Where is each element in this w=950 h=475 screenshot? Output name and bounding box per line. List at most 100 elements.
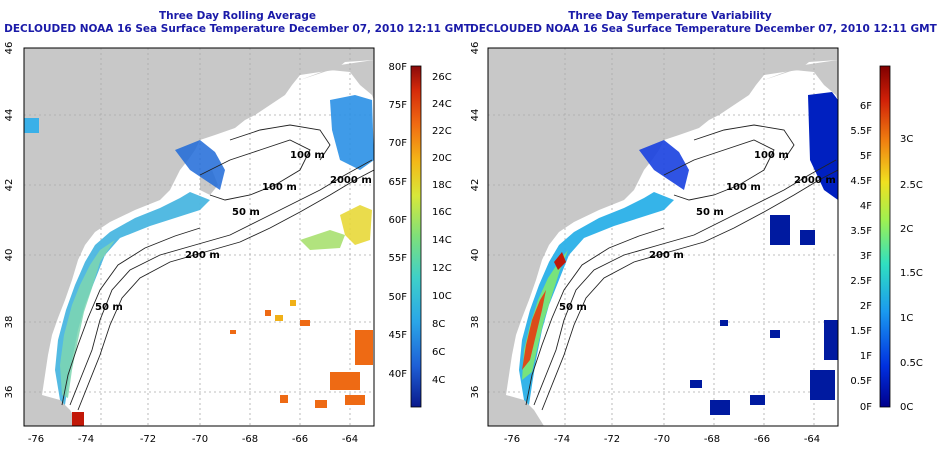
right-map-panel: Three Day Temperature Variability DECLOU… <box>470 0 950 475</box>
right-lat-axis: 46 44 42 40 38 36 <box>470 42 481 399</box>
cb-f-label: 4.5F <box>850 176 872 187</box>
cb-f-label: 3F <box>860 251 872 262</box>
contour-label-100m-b: 100 m <box>726 182 761 193</box>
contour-label-50m-b: 50 m <box>95 302 123 313</box>
cb-c-label: 14C <box>432 235 452 246</box>
cb-f-label: 0F <box>860 402 872 413</box>
contour-label-2000m: 2000 m <box>330 175 372 186</box>
cb-c-label: 18C <box>432 180 452 191</box>
lat-tick: 44 <box>470 109 481 122</box>
left-lat-axis: 46 44 42 40 38 36 <box>4 42 15 399</box>
left-map-svg: 100 m 2000 m 100 m 50 m 200 m 50 m -76 -… <box>4 42 452 445</box>
lat-tick: 36 <box>470 386 481 399</box>
sst-hot-spot <box>72 412 84 426</box>
variability-colorbar <box>879 65 891 408</box>
lat-tick: 40 <box>4 249 15 262</box>
cb-c-label: 8C <box>432 319 445 330</box>
right-contour-labels: 100 m 2000 m 100 m 50 m 200 m 50 m <box>559 150 836 313</box>
cb-f-label: 2.5F <box>850 276 872 287</box>
cb-f-label: 40F <box>389 369 408 380</box>
bathymetry-contours <box>61 124 374 411</box>
temp-colorbar <box>410 65 422 408</box>
cb-f-label: 45F <box>389 330 408 341</box>
contour-label-100m-b: 100 m <box>262 182 297 193</box>
sst-nw-patch <box>24 118 39 133</box>
right-lon-axis: -76 -74 -72 -70 -68 -66 -64 <box>504 434 820 445</box>
map-border <box>487 47 839 427</box>
cb-c-label: 16C <box>432 207 452 218</box>
lon-tick: -72 <box>140 434 156 445</box>
lon-tick: -70 <box>654 434 670 445</box>
graticule <box>488 48 838 426</box>
cb-c-label: 22C <box>432 126 452 137</box>
lon-tick: -68 <box>704 434 720 445</box>
contour-label-200m: 200 m <box>185 250 220 261</box>
variability-colorbar-f-labels: 6F 5.5F 5F 4.5F 4F 3.5F 3F 2.5F 2F 1.5F … <box>850 101 872 413</box>
lon-tick: -68 <box>242 434 258 445</box>
cb-f-label: 80F <box>389 62 408 73</box>
lon-tick: -72 <box>604 434 620 445</box>
lon-tick: -76 <box>28 434 44 445</box>
cb-c-label: 4C <box>432 375 445 386</box>
contour-label-50m-a: 50 m <box>232 207 260 218</box>
cb-c-label: 0.5C <box>900 358 923 369</box>
lon-tick: -64 <box>804 434 820 445</box>
lat-tick: 42 <box>470 179 481 192</box>
left-map-panel: Three Day Rolling Average DECLOUDED NOAA… <box>4 10 471 445</box>
nova-scotia-land <box>764 60 838 100</box>
nova-scotia-land <box>300 60 374 100</box>
cb-c-label: 2.5C <box>900 180 923 191</box>
lat-tick: 42 <box>4 179 15 192</box>
cb-c-label: 2C <box>900 224 913 235</box>
lat-tick: 36 <box>4 386 15 399</box>
cb-c-label: 0C <box>900 402 913 413</box>
temp-colorbar-f-labels: 80F 75F 70F 65F 60F 55F 50F 45F 40F <box>389 62 408 380</box>
cb-f-label: 50F <box>389 292 408 303</box>
lon-tick: -66 <box>754 434 770 445</box>
sst-offshore-yellow <box>340 205 372 245</box>
land-mass <box>24 48 374 426</box>
cb-f-label: 1F <box>860 351 872 362</box>
cb-f-label: 0.5F <box>850 376 872 387</box>
lat-tick: 46 <box>470 42 481 55</box>
cb-c-label: 26C <box>432 72 452 83</box>
lat-tick: 38 <box>470 316 481 329</box>
temp-colorbar-c-labels: 26C 24C 22C 20C 18C 16C 14C 12C 10C 8C 6… <box>432 72 452 386</box>
lat-tick: 44 <box>4 109 15 122</box>
contour-label-100m-a: 100 m <box>290 150 325 161</box>
right-map-svg: 100 m 2000 m 100 m 50 m 200 m 50 m -76 -… <box>470 42 923 445</box>
variability-mid-band <box>522 250 568 380</box>
lon-tick: -74 <box>554 434 570 445</box>
cb-c-label: 20C <box>432 153 452 164</box>
lon-tick: -70 <box>192 434 208 445</box>
variability-colorbar-c-labels: 3C 2.5C 2C 1.5C 1C 0.5C 0C <box>900 134 923 413</box>
left-lon-axis: -76 -74 -72 -70 -68 -66 -64 <box>28 434 358 445</box>
contour-label-200m: 200 m <box>649 250 684 261</box>
cb-f-label: 75F <box>389 100 408 111</box>
sst-georges <box>330 95 374 170</box>
lat-tick: 38 <box>4 316 15 329</box>
lon-tick: -64 <box>342 434 358 445</box>
graticule <box>24 48 374 426</box>
cb-f-label: 1.5F <box>850 326 872 337</box>
right-map-subtitle: DECLOUDED NOAA 16 Sea Surface Temperatur… <box>470 23 937 35</box>
cb-c-label: 6C <box>432 347 445 358</box>
contour-label-100m-a: 100 m <box>754 150 789 161</box>
cb-f-label: 6F <box>860 101 872 112</box>
lon-tick: -74 <box>78 434 94 445</box>
cb-f-label: 5.5F <box>850 126 872 137</box>
cb-f-label: 5F <box>860 151 872 162</box>
contour-label-50m-b: 50 m <box>559 302 587 313</box>
left-contour-labels: 100 m 2000 m 100 m 50 m 200 m 50 m <box>95 150 372 313</box>
variability-high-spot <box>554 252 566 270</box>
variability-gulf <box>639 140 689 190</box>
variability-offshore-patches <box>690 215 838 415</box>
cb-f-label: 3.5F <box>850 226 872 237</box>
left-map-subtitle: DECLOUDED NOAA 16 Sea Surface Temperatur… <box>4 23 471 35</box>
sst-gulf-maine <box>175 140 225 190</box>
left-map-title: Three Day Rolling Average <box>158 10 317 22</box>
cb-c-label: 12C <box>432 263 452 274</box>
sst-slope-patch <box>300 230 345 250</box>
map-border <box>23 47 375 427</box>
bathymetry-contours <box>525 124 838 411</box>
